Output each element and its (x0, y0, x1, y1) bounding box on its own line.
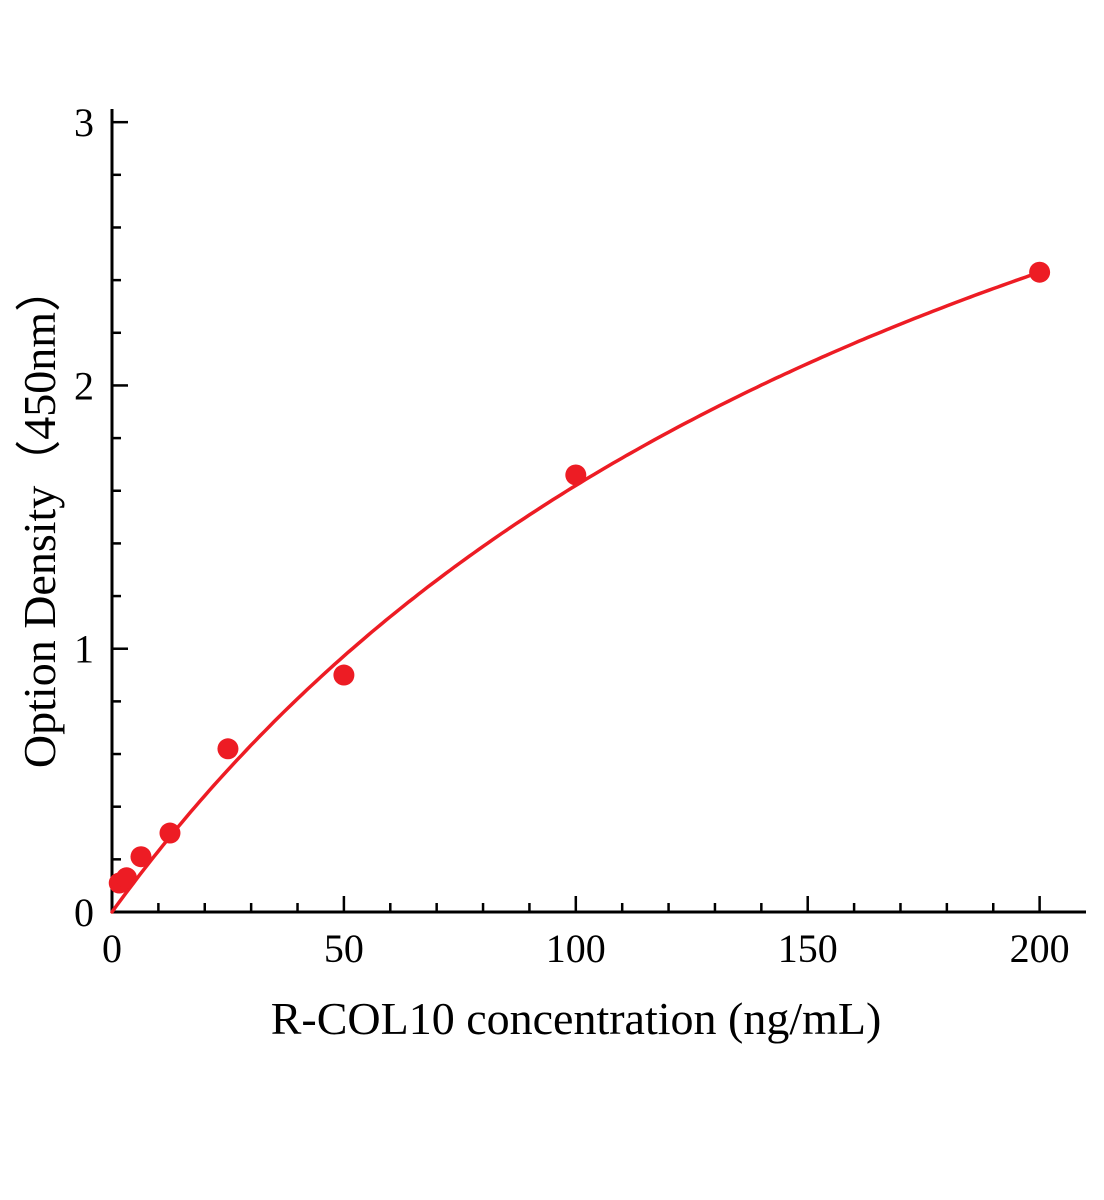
fit-curve (110, 270, 1042, 914)
x-tick-label: 100 (546, 926, 606, 971)
y-axis-title: Option Density（450nm） (14, 265, 65, 769)
x-tick-label: 150 (778, 926, 838, 971)
data-point (115, 867, 137, 889)
y-tick-label: 3 (74, 100, 94, 145)
x-tick-label: 0 (102, 926, 122, 971)
data-point (159, 822, 181, 844)
data-point (217, 738, 239, 760)
y-tick-label: 1 (74, 627, 94, 672)
x-tick-label: 50 (324, 926, 364, 971)
x-tick-label: 200 (1010, 926, 1070, 971)
data-point (130, 846, 152, 868)
data-point (333, 664, 355, 686)
data-point (565, 464, 587, 486)
y-tick-label: 0 (74, 890, 94, 935)
data-point (1029, 261, 1051, 283)
x-axis-title: R-COL10 concentration (ng/mL) (270, 993, 882, 1044)
y-tick-label: 2 (74, 363, 94, 408)
